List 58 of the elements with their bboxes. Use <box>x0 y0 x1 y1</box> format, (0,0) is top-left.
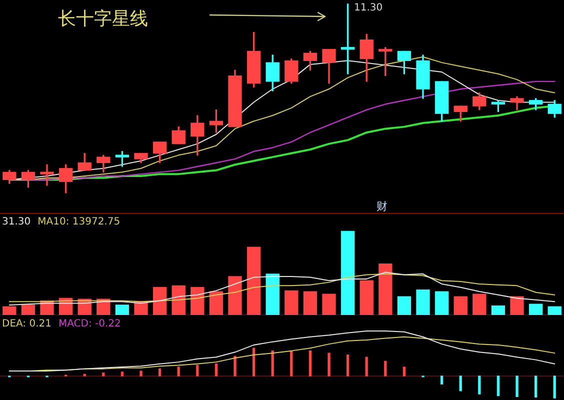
bar <box>234 356 236 376</box>
bar <box>214 364 218 376</box>
bar <box>365 356 368 376</box>
bar <box>478 376 481 394</box>
bar <box>440 376 444 384</box>
bar <box>190 287 204 315</box>
bar <box>534 376 538 398</box>
bar <box>322 294 336 315</box>
bar <box>246 246 261 315</box>
bar <box>209 291 224 315</box>
bar <box>196 364 199 376</box>
bar <box>83 374 86 376</box>
bar <box>491 305 506 315</box>
bar <box>290 350 293 376</box>
text: 31.30 <box>2 216 31 228</box>
bar <box>454 296 468 315</box>
bar <box>115 304 130 315</box>
bar <box>2 306 16 315</box>
bar <box>252 348 256 376</box>
bar <box>434 291 449 315</box>
bar <box>472 294 486 315</box>
bar <box>140 370 142 376</box>
bar <box>284 290 298 315</box>
bar <box>172 285 186 315</box>
bar <box>516 376 518 398</box>
bar <box>510 296 524 315</box>
bar <box>360 280 374 315</box>
bar <box>308 350 312 376</box>
text: MA10: 13972.75 <box>38 216 120 228</box>
annotation: 11.30 <box>354 2 383 14</box>
bar <box>402 366 406 376</box>
bar <box>158 368 162 376</box>
chart-title: 长十字星线 <box>58 8 148 30</box>
bar <box>177 366 180 376</box>
bar <box>228 276 242 315</box>
bar <box>346 354 350 376</box>
bar <box>271 350 274 376</box>
text: DEA: 0.21 <box>2 318 52 330</box>
bar <box>416 290 430 315</box>
bar <box>384 360 387 376</box>
bar <box>528 304 543 315</box>
bar <box>152 287 167 315</box>
text: MACD: -0.22 <box>58 318 121 330</box>
bar <box>328 352 330 376</box>
bar <box>548 306 562 315</box>
text: 财 <box>376 200 388 213</box>
bar <box>553 376 556 398</box>
candlestick <box>40 164 54 186</box>
bar <box>120 372 124 376</box>
bar <box>340 230 355 315</box>
bar <box>102 372 105 376</box>
bar <box>397 296 412 315</box>
bar <box>303 291 318 315</box>
bar <box>21 304 36 315</box>
bar <box>459 376 462 392</box>
bar <box>378 264 392 315</box>
bar <box>266 274 280 315</box>
bar <box>496 376 500 396</box>
